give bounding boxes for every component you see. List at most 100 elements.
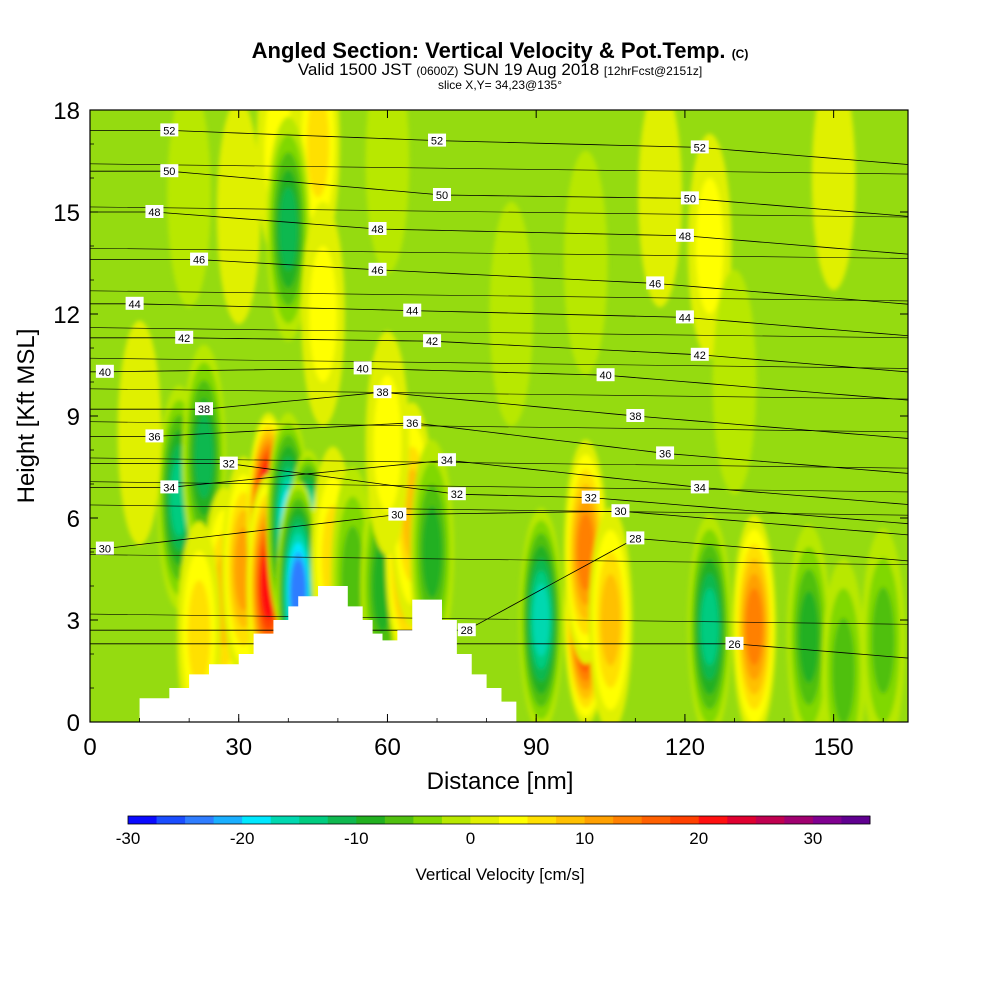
isentrope-label: 28	[626, 531, 645, 545]
isentrope-label-text: 36	[406, 418, 418, 430]
isentrope-label-bg	[219, 456, 238, 470]
velocity-cell	[821, 558, 866, 722]
isentrope-label-text: 48	[148, 207, 160, 219]
colorbar-swatch	[356, 816, 386, 824]
isentrope-label: 30	[611, 504, 630, 518]
isentrope-label-bg	[195, 402, 214, 416]
plot-area: 52 52 52 50 50 50 48 48 48 46 46 46 44 44 44 42 42 42 40 40…	[90, 110, 908, 722]
isentrope-line	[90, 163, 908, 175]
colorbar-swatch	[584, 816, 614, 824]
isentrope-label: 40	[353, 361, 372, 375]
y-tick-label: 0	[67, 710, 80, 737]
velocity-contour	[306, 110, 330, 198]
velocity-cell	[563, 150, 608, 376]
chart-title-suffix: (C)	[732, 47, 749, 61]
velocity-cell	[301, 201, 345, 427]
isentrope-label-bg	[368, 262, 387, 276]
isentrope-label-text: 40	[599, 370, 611, 382]
isentrope-label-text: 34	[163, 482, 175, 494]
x-tick-label: 60	[374, 734, 401, 761]
isentrope-label: 34	[437, 453, 456, 467]
colorbar-swatch	[242, 816, 272, 824]
y-tick-label: 3	[67, 608, 80, 635]
isentrope-label-bg	[125, 296, 144, 310]
colorbar-tick-label: -10	[344, 829, 369, 848]
velocity-field	[117, 110, 906, 722]
velocity-contour	[422, 506, 442, 598]
isentrope-line	[90, 392, 908, 439]
isentrope-label-bg	[596, 368, 615, 382]
y-tick-label: 15	[53, 200, 80, 227]
velocity-cell	[365, 110, 410, 274]
isentrope-label-text: 44	[406, 306, 418, 318]
isentrope-label-text: 42	[694, 350, 706, 362]
isentrope-line	[90, 247, 908, 259]
isentrope-label: 32	[447, 487, 466, 501]
colorbar-swatch	[213, 816, 243, 824]
isentrope-label-text: 52	[694, 142, 706, 154]
isentrope-line	[90, 337, 908, 373]
isentrope-label-text: 28	[629, 533, 641, 545]
isentrope-label-bg	[190, 252, 209, 266]
y-axis: 0 36 9 12 15 18	[53, 98, 908, 737]
isentrope-label-text: 34	[441, 455, 453, 467]
isentrope-label: 44	[403, 303, 422, 318]
isentrope-label-text: 52	[431, 136, 443, 148]
isentrope-label: 46	[368, 262, 387, 277]
isentrope-label-bg	[95, 364, 114, 378]
isentrope-label-bg	[626, 531, 645, 545]
isentrope-label-bg	[403, 415, 422, 429]
isentrope-label-text: 32	[223, 459, 235, 471]
velocity-cell	[167, 110, 211, 308]
colorbar-tick-label: -30	[116, 829, 141, 848]
isentrope-label-text: 38	[198, 404, 210, 416]
colorbar-swatch	[556, 816, 586, 824]
isentrope-label-bg	[437, 453, 456, 467]
colorbar-frame	[127, 815, 871, 825]
isentrope-line	[90, 481, 908, 493]
colorbar-swatch	[327, 816, 357, 824]
isentrope-label-text: 42	[178, 333, 190, 345]
y-tick-label: 18	[53, 98, 80, 125]
isentrope-label-bg	[428, 133, 447, 147]
isentrope-label: 50	[160, 164, 179, 178]
colorbar-tick-label: 30	[803, 829, 822, 848]
valid-utc: (0600Z)	[416, 64, 458, 78]
isentrope-line	[90, 538, 908, 631]
velocity-contour	[811, 110, 856, 291]
colorbar-swatch	[156, 816, 186, 824]
velocity-cell	[519, 507, 563, 722]
isentrope-label: 36	[145, 429, 164, 443]
x-tick-label: 30	[225, 734, 252, 761]
colorbar-swatch	[641, 816, 671, 824]
isentrope-label: 50	[680, 191, 699, 205]
colorbar-tick-label: -20	[230, 829, 255, 848]
colorbar-tick-label: 20	[689, 829, 708, 848]
colorbar-swatch	[128, 816, 158, 824]
isentrope-label: 42	[690, 347, 709, 362]
isentrope-label-bg	[423, 334, 442, 348]
velocity-cell	[787, 524, 831, 722]
isentrope-label-text: 46	[649, 278, 661, 290]
colorbar-swatch	[784, 816, 814, 824]
isentrope-line	[90, 510, 908, 549]
isentrope-line	[90, 259, 908, 305]
isentrope-label: 34	[160, 480, 179, 494]
y-tick-label: 9	[67, 404, 80, 431]
isentrope-label: 52	[428, 133, 447, 148]
velocity-contour	[871, 587, 895, 694]
isentrope-label-bg	[368, 222, 387, 235]
valid-date: SUN 19 Aug 2018	[463, 60, 599, 79]
velocity-contour	[695, 178, 724, 314]
isentrope-label-bg	[160, 123, 179, 137]
isentrope-label-bg	[611, 504, 630, 518]
isentrope-label-text: 32	[451, 489, 463, 501]
isentrope-label-text: 46	[193, 255, 205, 267]
velocity-cell	[216, 110, 261, 325]
isentrope-label: 40	[95, 364, 114, 379]
colorbar-swatch	[670, 816, 700, 824]
x-tick-label: 150	[814, 734, 854, 761]
isentrope-label: 44	[125, 296, 144, 311]
isentrope-label-bg	[447, 487, 466, 501]
y-tick-label: 12	[53, 302, 80, 329]
